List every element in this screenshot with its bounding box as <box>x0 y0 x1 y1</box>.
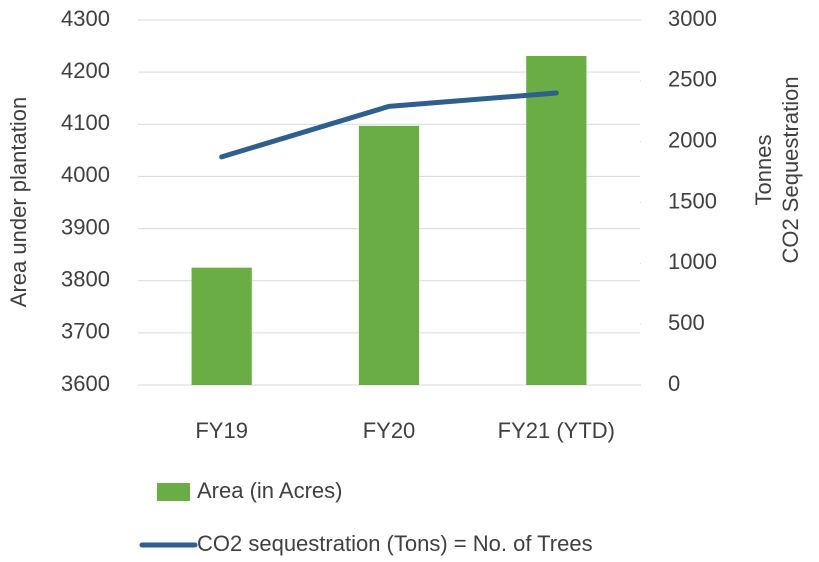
legend-label: Area (in Acres) <box>197 478 343 503</box>
y2-tick-label: 0 <box>668 371 680 396</box>
y-tick-label: 4200 <box>61 58 110 83</box>
bar <box>358 125 420 385</box>
bar <box>191 267 252 385</box>
line <box>219 90 559 160</box>
y-tick-label: 3900 <box>61 214 110 239</box>
legend-label: CO2 sequestration (Tons) = No. of Trees <box>197 531 593 556</box>
y-tick-label: 4000 <box>61 162 110 187</box>
y2-tick-label: 3000 <box>668 6 717 31</box>
y2-axis-label: CO2 Sequestration <box>778 76 803 263</box>
x-tick-label: FY19 <box>195 418 248 443</box>
x-tick-label: FY20 <box>363 418 416 443</box>
legend-swatch <box>157 483 190 501</box>
y-tick-label: 4300 <box>61 6 110 31</box>
y2-tick-label: 2500 <box>668 67 717 92</box>
bar <box>526 55 587 385</box>
y-tick-label: 3700 <box>61 319 110 344</box>
y2-axis-label: Tonnes <box>751 135 776 206</box>
y-axis-label: Area under plantation <box>6 97 31 307</box>
y2-tick-label: 1000 <box>668 249 717 274</box>
y-tick-label: 3600 <box>61 371 110 396</box>
y2-tick-label: 2000 <box>668 127 717 152</box>
y2-tick-label: 500 <box>668 310 705 335</box>
y-tick-label: 4100 <box>61 110 110 135</box>
y-tick-label: 3800 <box>61 267 110 292</box>
x-tick-label: FY21 (YTD) <box>498 418 615 443</box>
y2-tick-label: 1500 <box>668 188 717 213</box>
